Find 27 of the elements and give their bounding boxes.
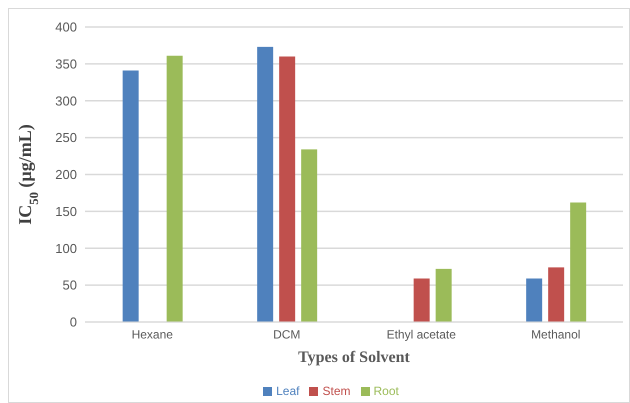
y-tick-label: 150	[55, 204, 77, 219]
x-tick-label: DCM	[273, 328, 300, 342]
y-tick-label: 250	[55, 130, 77, 146]
y-tick-label: 300	[55, 93, 77, 108]
bar	[257, 46, 274, 322]
bar	[166, 56, 183, 322]
y-tick-label: 400	[55, 20, 77, 35]
bar	[526, 278, 542, 322]
x-axis-title: Types of Solvent	[298, 349, 411, 366]
legend-label: Root	[374, 384, 399, 398]
legend-label: Leaf	[276, 384, 300, 398]
legend-label: Stem	[322, 384, 350, 398]
bar	[548, 267, 564, 322]
bar	[414, 278, 430, 322]
y-tick-label: 100	[55, 240, 77, 256]
bar	[301, 149, 318, 322]
x-tick-label: Methanol	[531, 328, 580, 342]
x-tick-label: Ethyl acetate	[386, 328, 456, 342]
x-tick-label: Hexane	[132, 328, 174, 342]
bar	[122, 70, 139, 322]
bar	[279, 56, 296, 322]
bar	[436, 268, 452, 322]
bar	[570, 202, 586, 322]
y-tick-label: 350	[55, 56, 77, 72]
y-tick-label: 200	[55, 167, 77, 182]
y-tick-label: 50	[62, 278, 77, 293]
y-tick-label: 0	[70, 314, 77, 330]
